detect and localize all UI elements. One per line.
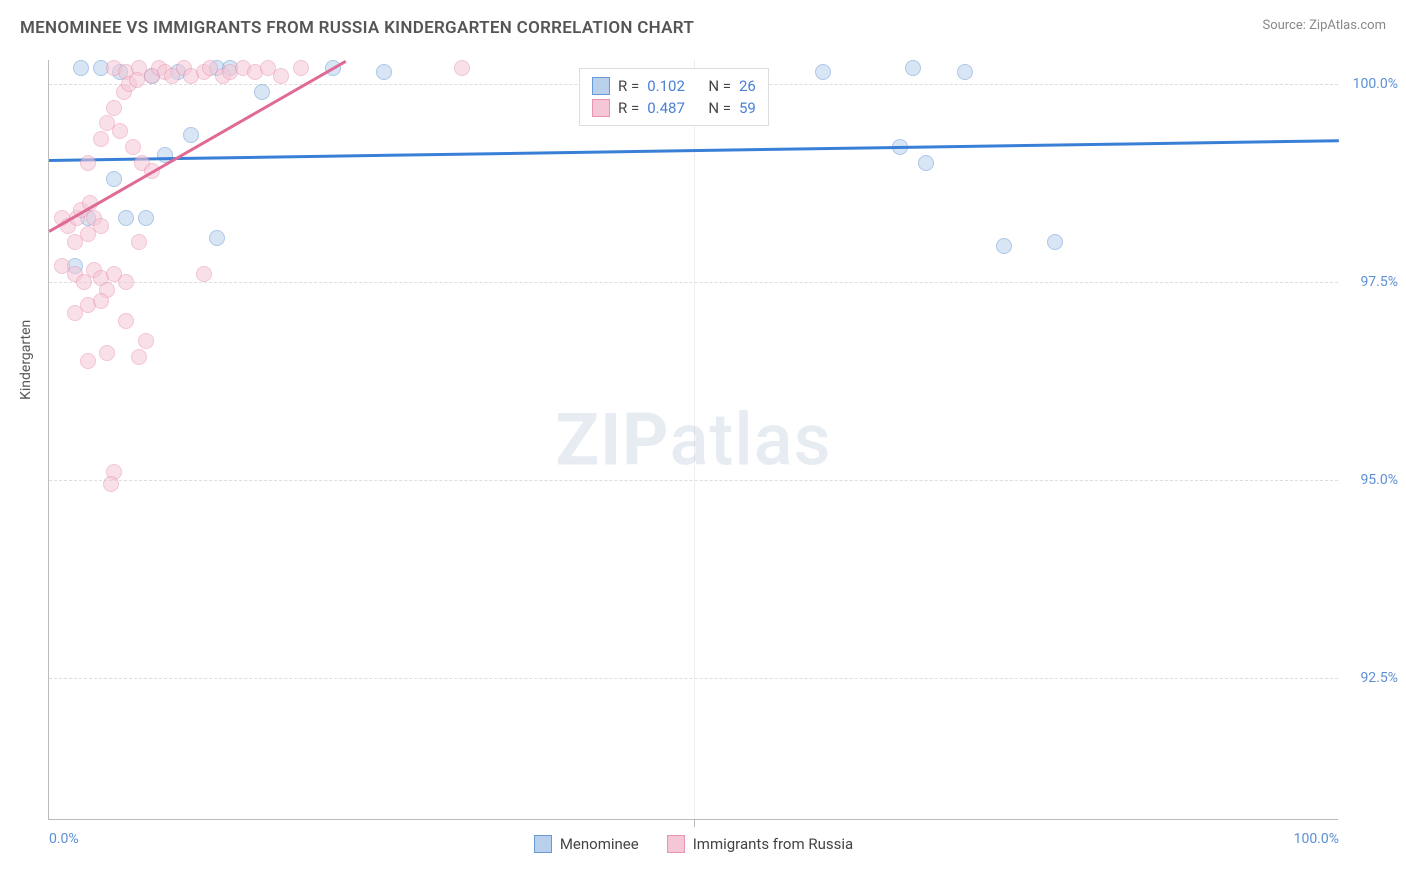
data-point <box>273 68 289 84</box>
data-point <box>905 60 921 76</box>
data-point <box>1047 234 1063 250</box>
x-tick-label: 0.0% <box>49 831 79 847</box>
y-tick-label: 97.5% <box>1343 274 1398 290</box>
n-label: N = <box>708 77 731 95</box>
r-value-2: 0.487 <box>647 99 685 117</box>
data-point <box>99 345 115 361</box>
swatch-series-1b <box>534 835 552 853</box>
data-point <box>183 127 199 143</box>
data-point <box>131 234 147 250</box>
legend-correlation: R = 0.102 N = 26 R = 0.487 N = 59 <box>579 68 769 126</box>
data-point <box>106 100 122 116</box>
y-tick-label: 100.0% <box>1343 76 1398 92</box>
data-point <box>106 171 122 187</box>
y-tick-label: 92.5% <box>1343 670 1398 686</box>
data-point <box>118 313 134 329</box>
trend-line <box>48 60 346 232</box>
chart-header: MENOMINEE VS IMMIGRANTS FROM RUSSIA KIND… <box>0 0 1406 46</box>
chart-source: Source: ZipAtlas.com <box>1262 18 1386 33</box>
data-point <box>254 84 270 100</box>
r-value-1: 0.102 <box>647 77 685 95</box>
swatch-series-1 <box>592 77 610 95</box>
data-point <box>129 72 145 88</box>
legend-series: Menominee Immigrants from Russia <box>49 835 1338 853</box>
chart-title: MENOMINEE VS IMMIGRANTS FROM RUSSIA KIND… <box>20 18 694 38</box>
n-value-2: 59 <box>739 99 756 117</box>
data-point <box>80 353 96 369</box>
data-point <box>80 155 96 171</box>
legend-row-series-1: R = 0.102 N = 26 <box>592 75 756 97</box>
data-point <box>293 60 309 76</box>
r-label: R = <box>618 99 639 117</box>
data-point <box>996 238 1012 254</box>
data-point <box>131 349 147 365</box>
legend-label-2: Immigrants from Russia <box>693 835 853 853</box>
data-point <box>93 218 109 234</box>
data-point <box>118 274 134 290</box>
legend-label-1: Menominee <box>560 835 639 853</box>
data-point <box>918 155 934 171</box>
swatch-series-2 <box>592 99 610 117</box>
data-point <box>93 131 109 147</box>
data-point <box>957 64 973 80</box>
legend-row-series-2: R = 0.487 N = 59 <box>592 97 756 119</box>
n-value-1: 26 <box>739 77 756 95</box>
data-point <box>118 210 134 226</box>
watermark-zip: ZIP <box>555 397 669 482</box>
scatter-chart: ZIPatlas R = 0.102 N = 26 R = 0.487 N = … <box>48 60 1338 820</box>
data-point <box>99 115 115 131</box>
legend-item-1: Menominee <box>534 835 639 853</box>
data-point <box>376 64 392 80</box>
legend-item-2: Immigrants from Russia <box>667 835 853 853</box>
y-tick-label: 95.0% <box>1343 472 1398 488</box>
data-point <box>73 60 89 76</box>
data-point <box>138 210 154 226</box>
swatch-series-2b <box>667 835 685 853</box>
y-axis-label: Kindergarten <box>18 320 34 400</box>
data-point <box>209 230 225 246</box>
x-tick-label: 100.0% <box>1294 831 1339 847</box>
data-point <box>125 139 141 155</box>
data-point <box>815 64 831 80</box>
data-point <box>93 293 109 309</box>
data-point <box>103 476 119 492</box>
data-point <box>138 333 154 349</box>
n-label: N = <box>708 99 731 117</box>
data-point <box>196 266 212 282</box>
data-point <box>454 60 470 76</box>
r-label: R = <box>618 77 639 95</box>
